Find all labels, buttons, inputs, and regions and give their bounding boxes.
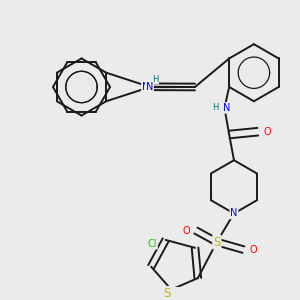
Text: O: O — [183, 226, 190, 236]
Text: N: N — [142, 82, 149, 92]
Text: N: N — [146, 82, 153, 92]
Text: H: H — [152, 75, 158, 84]
Text: O: O — [263, 127, 271, 137]
Text: S: S — [213, 236, 220, 248]
Text: O: O — [249, 244, 257, 255]
Text: N: N — [230, 208, 238, 218]
Text: N: N — [223, 103, 230, 113]
Text: S: S — [164, 287, 171, 300]
Text: Cl: Cl — [148, 239, 157, 249]
Text: H: H — [212, 103, 218, 112]
